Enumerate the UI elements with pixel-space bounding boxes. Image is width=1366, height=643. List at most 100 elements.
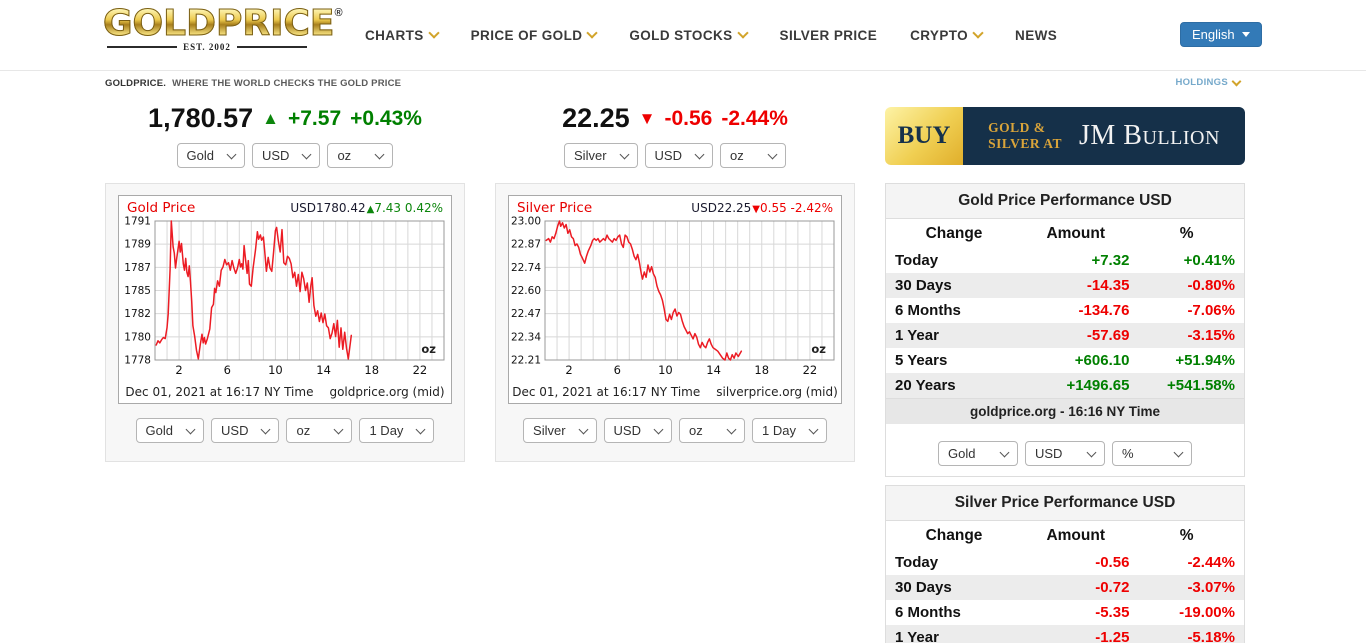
row-percent: -5.18% bbox=[1187, 629, 1235, 643]
dropdown-select[interactable]: USD bbox=[211, 418, 280, 443]
row-amount: -0.72 bbox=[1095, 579, 1130, 596]
svg-text:1787: 1787 bbox=[124, 262, 151, 274]
holdings-label: HOLDINGS bbox=[1175, 77, 1228, 88]
nav-item[interactable]: GOLD STOCKS bbox=[629, 27, 749, 43]
chevron-down-icon bbox=[226, 149, 237, 159]
dropdown-select[interactable]: USD bbox=[644, 143, 713, 168]
dropdown-select[interactable]: USD bbox=[252, 143, 321, 168]
nav-item-label: CHARTS bbox=[365, 27, 424, 43]
select-value: 1 Day bbox=[369, 423, 404, 438]
dropdown-select[interactable]: oz bbox=[327, 143, 394, 168]
select-value: Gold bbox=[145, 423, 174, 438]
dropdown-select[interactable]: Gold bbox=[135, 418, 205, 443]
svg-text:22.87: 22.87 bbox=[511, 239, 541, 251]
svg-text:22.21: 22.21 bbox=[511, 355, 541, 367]
row-amount: +606.10 bbox=[1074, 352, 1130, 369]
row-amount: -14.35 bbox=[1086, 277, 1130, 294]
select-value: USD bbox=[221, 423, 249, 438]
buy-label: BUY bbox=[885, 107, 963, 165]
dropdown-select[interactable]: Silver bbox=[564, 143, 638, 168]
dropdown-select[interactable]: USD bbox=[603, 418, 672, 443]
svg-text:1782: 1782 bbox=[124, 308, 151, 320]
language-label: English bbox=[1192, 27, 1235, 42]
nav-item[interactable]: CHARTS bbox=[365, 27, 440, 43]
dropdown-select[interactable]: USD bbox=[1025, 441, 1105, 466]
svg-text:oz: oz bbox=[811, 342, 826, 356]
logo-established: EST. 2002 bbox=[183, 42, 231, 52]
row-percent: -2.44% bbox=[1187, 554, 1235, 571]
svg-text:6: 6 bbox=[224, 363, 231, 377]
row-percent: -3.07% bbox=[1187, 579, 1235, 596]
silver-price-change: -0.56 bbox=[664, 106, 713, 130]
svg-text:1791: 1791 bbox=[124, 216, 151, 228]
silver-chart-timestamp: Dec 01, 2021 at 16:17 NY Time bbox=[512, 385, 701, 399]
table-row: 6 Months -5.35 -19.00% bbox=[886, 600, 1244, 625]
chevron-down-icon bbox=[334, 424, 344, 434]
logo-rule-right bbox=[236, 46, 307, 48]
table-row: 30 Days -0.72 -3.07% bbox=[886, 575, 1244, 600]
dropdown-select[interactable]: Gold bbox=[176, 143, 245, 168]
gold-performance-selects: Gold USD % bbox=[886, 433, 1244, 476]
nav-item-label: CRYPTO bbox=[910, 27, 969, 43]
dropdown-select[interactable]: 1 Day bbox=[752, 418, 827, 443]
silver-chart-selects: Silver USD oz 1 Day bbox=[496, 418, 854, 443]
table-row: Today -0.56 -2.44% bbox=[886, 550, 1244, 575]
row-amount: -1.25 bbox=[1095, 629, 1130, 643]
row-amount: +1496.65 bbox=[1066, 377, 1130, 394]
dropdown-select[interactable]: oz bbox=[719, 143, 786, 168]
row-percent: -0.80% bbox=[1187, 277, 1235, 294]
goldprice-logo[interactable]: GOLDPRICE ® EST. 2002 bbox=[103, 5, 343, 52]
svg-text:1789: 1789 bbox=[124, 239, 151, 251]
row-percent: +0.41% bbox=[1183, 252, 1235, 269]
svg-text:2: 2 bbox=[565, 363, 572, 377]
up-triangle-icon: ▲ bbox=[262, 109, 279, 128]
svg-text:14: 14 bbox=[316, 363, 331, 377]
row-label: 1 Year bbox=[895, 629, 939, 643]
nav-item[interactable]: PRICE OF GOLD bbox=[471, 27, 599, 43]
row-label: 30 Days bbox=[895, 277, 952, 294]
nav-item[interactable]: CRYPTO bbox=[910, 27, 984, 43]
dropdown-select[interactable]: 1 Day bbox=[359, 418, 435, 443]
up-triangle-icon: ▲ bbox=[366, 204, 375, 215]
caret-down-icon bbox=[1241, 32, 1250, 37]
row-label: 5 Years bbox=[895, 352, 948, 369]
chevron-down-icon bbox=[1086, 447, 1097, 457]
select-value: USD bbox=[613, 423, 641, 438]
table-row: 30 Days -14.35 -0.80% bbox=[886, 273, 1244, 298]
table-row: 1 Year -57.69 -3.15% bbox=[886, 323, 1244, 348]
dropdown-select[interactable]: Gold bbox=[938, 441, 1018, 466]
chevron-down-icon bbox=[653, 424, 664, 434]
legend-value: USD1780.42 bbox=[290, 201, 366, 215]
chevron-down-icon bbox=[808, 424, 819, 434]
select-value: Gold bbox=[186, 148, 214, 163]
select-value: Silver bbox=[574, 148, 607, 163]
row-amount: -57.69 bbox=[1086, 327, 1130, 344]
chevron-down-icon bbox=[1231, 76, 1242, 86]
jm-bullion-ad-banner[interactable]: BUY Gold & Silver at JM Bullion bbox=[885, 107, 1245, 165]
dropdown-select[interactable]: Silver bbox=[523, 418, 597, 443]
gold-chart-card: Gold Price USD1780.42▲7.43 0.42% 1791 178… bbox=[105, 183, 465, 462]
dropdown-select[interactable]: oz bbox=[679, 418, 745, 443]
row-percent: -19.00% bbox=[1179, 604, 1235, 621]
table-row: 6 Months -134.76 -7.06% bbox=[886, 298, 1244, 323]
silver-price-value: 22.25 bbox=[562, 103, 630, 133]
chevron-down-icon bbox=[302, 149, 312, 159]
nav-item[interactable]: SILVER PRICE bbox=[780, 28, 878, 43]
chevron-down-icon bbox=[972, 27, 984, 39]
gold-price-value: 1,780.57 bbox=[148, 103, 254, 133]
dropdown-select[interactable]: % bbox=[1112, 441, 1192, 466]
chevron-down-icon bbox=[726, 424, 737, 434]
svg-text:22.60: 22.60 bbox=[511, 285, 541, 297]
row-label: 6 Months bbox=[895, 302, 961, 319]
nav-item-label: GOLD STOCKS bbox=[629, 27, 733, 43]
dropdown-select[interactable]: oz bbox=[286, 418, 353, 443]
silver-ticker-selects: Silver USD oz bbox=[495, 143, 855, 168]
silver-chart-source: silverprice.org (mid) bbox=[716, 385, 838, 399]
chevron-down-icon bbox=[415, 424, 426, 434]
language-button[interactable]: English bbox=[1180, 22, 1262, 47]
holdings-link[interactable]: HOLDINGS bbox=[1175, 76, 1242, 88]
select-value: USD bbox=[654, 148, 682, 163]
nav-item[interactable]: NEWS bbox=[1015, 28, 1057, 43]
row-amount: -0.56 bbox=[1095, 554, 1130, 571]
table-row: 20 Years +1496.65 +541.58% bbox=[886, 373, 1244, 398]
